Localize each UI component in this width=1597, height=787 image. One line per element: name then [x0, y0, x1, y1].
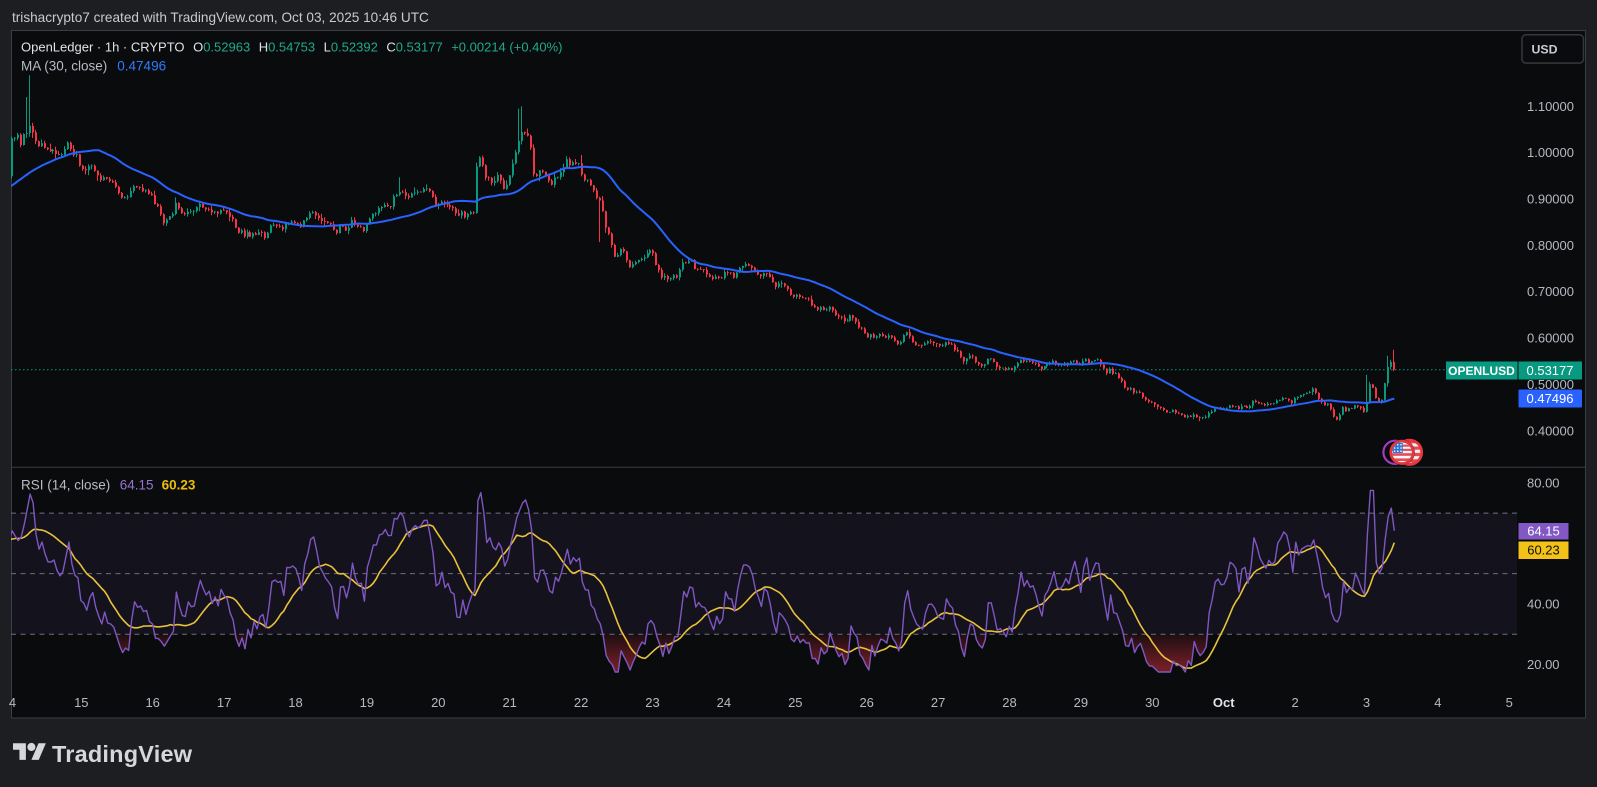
svg-text:3: 3 — [1363, 695, 1370, 710]
svg-text:15: 15 — [74, 695, 88, 710]
svg-text:18: 18 — [288, 695, 302, 710]
svg-text:28: 28 — [1002, 695, 1016, 710]
svg-text:16: 16 — [145, 695, 159, 710]
svg-text:4: 4 — [9, 695, 16, 710]
svg-text:0.80000: 0.80000 — [1527, 238, 1574, 253]
svg-text:27: 27 — [931, 695, 945, 710]
svg-text:24: 24 — [717, 695, 731, 710]
svg-text:40.00: 40.00 — [1527, 596, 1560, 611]
svg-text:29: 29 — [1074, 695, 1088, 710]
svg-text:64.15: 64.15 — [1527, 524, 1560, 539]
svg-text:80.00: 80.00 — [1527, 475, 1560, 490]
svg-text:trishacrypto7 created with Tra: trishacrypto7 created with TradingView.c… — [12, 10, 429, 25]
svg-text:OPENLUSD: OPENLUSD — [1448, 364, 1515, 378]
svg-text:17: 17 — [217, 695, 231, 710]
svg-text:0.50000: 0.50000 — [1527, 377, 1574, 392]
svg-text:4: 4 — [1434, 695, 1441, 710]
svg-text:2: 2 — [1291, 695, 1298, 710]
svg-text:25: 25 — [788, 695, 802, 710]
svg-text:0.90000: 0.90000 — [1527, 192, 1574, 207]
svg-text:0.53177: 0.53177 — [1527, 363, 1574, 378]
svg-text:5: 5 — [1506, 695, 1513, 710]
svg-text:60.23: 60.23 — [1527, 543, 1560, 558]
svg-text:0.40000: 0.40000 — [1527, 423, 1574, 438]
svg-text:30: 30 — [1145, 695, 1159, 710]
svg-text:20.00: 20.00 — [1527, 657, 1560, 672]
svg-text:1.10000: 1.10000 — [1527, 99, 1574, 114]
svg-text:22: 22 — [574, 695, 588, 710]
svg-text:0.70000: 0.70000 — [1527, 284, 1574, 299]
svg-text:0.60000: 0.60000 — [1527, 331, 1574, 346]
svg-text:1.00000: 1.00000 — [1527, 145, 1574, 160]
svg-text:19: 19 — [360, 695, 374, 710]
svg-text:23: 23 — [645, 695, 659, 710]
svg-text:0.47496: 0.47496 — [1527, 391, 1574, 406]
svg-text:MA (30, close)0.47496: MA (30, close) 0.47496 — [21, 59, 166, 74]
svg-text:26: 26 — [859, 695, 873, 710]
svg-text:Oct: Oct — [1213, 695, 1235, 710]
svg-text:20: 20 — [431, 695, 445, 710]
svg-text:21: 21 — [502, 695, 516, 710]
svg-text:TradingView: TradingView — [52, 741, 193, 767]
svg-text:USD: USD — [1532, 43, 1558, 57]
